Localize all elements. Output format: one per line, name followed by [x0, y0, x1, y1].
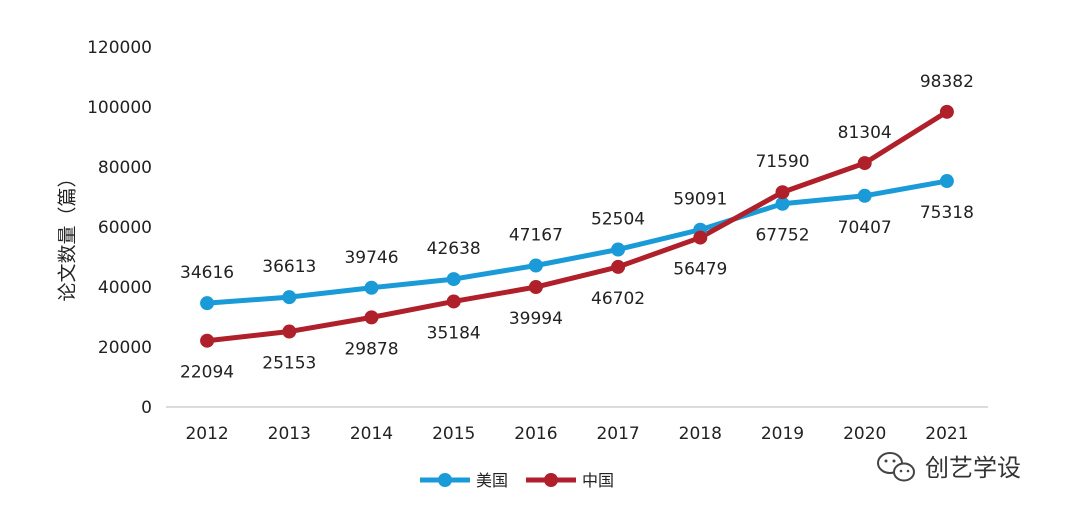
data-point-usa[interactable] [364, 280, 379, 295]
data-point-china[interactable] [200, 333, 215, 348]
data-point-usa[interactable] [857, 188, 872, 203]
x-tick-label: 2020 [843, 424, 886, 444]
data-label-china: 35184 [427, 323, 481, 343]
x-tick-label: 2013 [268, 424, 311, 444]
y-tick-label: 80000 [98, 158, 152, 178]
watermark: 创艺学设 [877, 452, 1021, 482]
data-label-china: 39994 [509, 309, 563, 329]
data-label-china: 25153 [262, 354, 316, 374]
data-label-china: 22094 [180, 363, 234, 383]
watermark-text: 创艺学设 [925, 454, 1021, 482]
data-point-usa[interactable] [939, 174, 954, 189]
data-label-usa: 59091 [673, 190, 727, 210]
y-tick-label: 120000 [87, 38, 152, 58]
data-label-usa: 75318 [920, 203, 974, 223]
x-ticks: 2012 2013 2014 2015 2016 2017 2018 2019 2020 2021 [185, 424, 968, 444]
data-label-usa: 36613 [262, 257, 316, 277]
data-point-china[interactable] [282, 324, 297, 339]
x-tick-label: 2019 [761, 424, 804, 444]
data-label-usa: 39746 [344, 248, 398, 268]
x-tick-label: 2016 [514, 424, 557, 444]
data-point-usa[interactable] [446, 272, 461, 287]
data-point-china[interactable] [611, 259, 626, 274]
x-tick-label: 2012 [185, 424, 228, 444]
data-label-china: 81304 [838, 123, 892, 143]
data-point-china[interactable] [939, 104, 954, 119]
data-label-china: 98382 [920, 72, 974, 92]
y-tick-label: 20000 [98, 338, 152, 358]
x-tick-label: 2021 [925, 424, 968, 444]
x-tick-label: 2017 [596, 424, 639, 444]
x-tick-label: 2018 [679, 424, 722, 444]
data-label-usa: 34616 [180, 263, 234, 283]
wechat-icon [877, 452, 915, 482]
data-point-china[interactable] [528, 280, 543, 295]
legend-label-usa: 美国 [476, 471, 508, 490]
data-label-usa: 52504 [591, 209, 645, 229]
data-point-usa[interactable] [200, 296, 215, 311]
data-point-china[interactable] [693, 230, 708, 245]
y-tick-label: 100000 [87, 98, 152, 118]
legend-label-china: 中国 [582, 471, 614, 490]
data-point-usa[interactable] [775, 196, 790, 211]
data-point-usa[interactable] [282, 290, 297, 305]
series-lines [204, 109, 950, 344]
y-axis-label: 论文数量（篇） [57, 168, 79, 301]
legend-marker-usa [438, 473, 452, 487]
data-label-china: 71590 [755, 152, 809, 172]
y-tick-label: 60000 [98, 218, 152, 238]
legend-item-usa[interactable]: 美国 [420, 471, 508, 490]
data-label-china: 46702 [591, 289, 645, 309]
data-point-usa[interactable] [611, 242, 626, 257]
data-label-usa: 70407 [838, 218, 892, 238]
legend: 美国 中国 [420, 471, 614, 490]
data-point-china[interactable] [857, 156, 872, 171]
series-line-china [204, 109, 950, 344]
data-label-usa: 47167 [509, 225, 563, 245]
y-tick-label: 0 [141, 398, 152, 418]
x-tick-label: 2014 [350, 424, 393, 444]
data-point-china[interactable] [775, 185, 790, 200]
data-label-china: 56479 [673, 260, 727, 280]
data-point-china[interactable] [446, 294, 461, 309]
y-ticks: 0 20000 40000 60000 80000 100000 120000 [87, 38, 152, 418]
y-tick-label: 40000 [98, 278, 152, 298]
legend-item-china[interactable]: 中国 [526, 471, 614, 490]
series-points [200, 104, 954, 348]
data-label-usa: 42638 [427, 239, 481, 259]
data-labels: 34616 36613 39746 42638 47167 52504 59091 67752… [180, 72, 974, 383]
data-point-china[interactable] [364, 310, 379, 325]
x-tick-label: 2015 [432, 424, 475, 444]
data-point-usa[interactable] [528, 258, 543, 273]
legend-marker-china [544, 473, 558, 487]
series-line-usa [204, 178, 950, 306]
data-label-usa: 67752 [755, 226, 809, 246]
data-label-china: 29878 [344, 339, 398, 359]
